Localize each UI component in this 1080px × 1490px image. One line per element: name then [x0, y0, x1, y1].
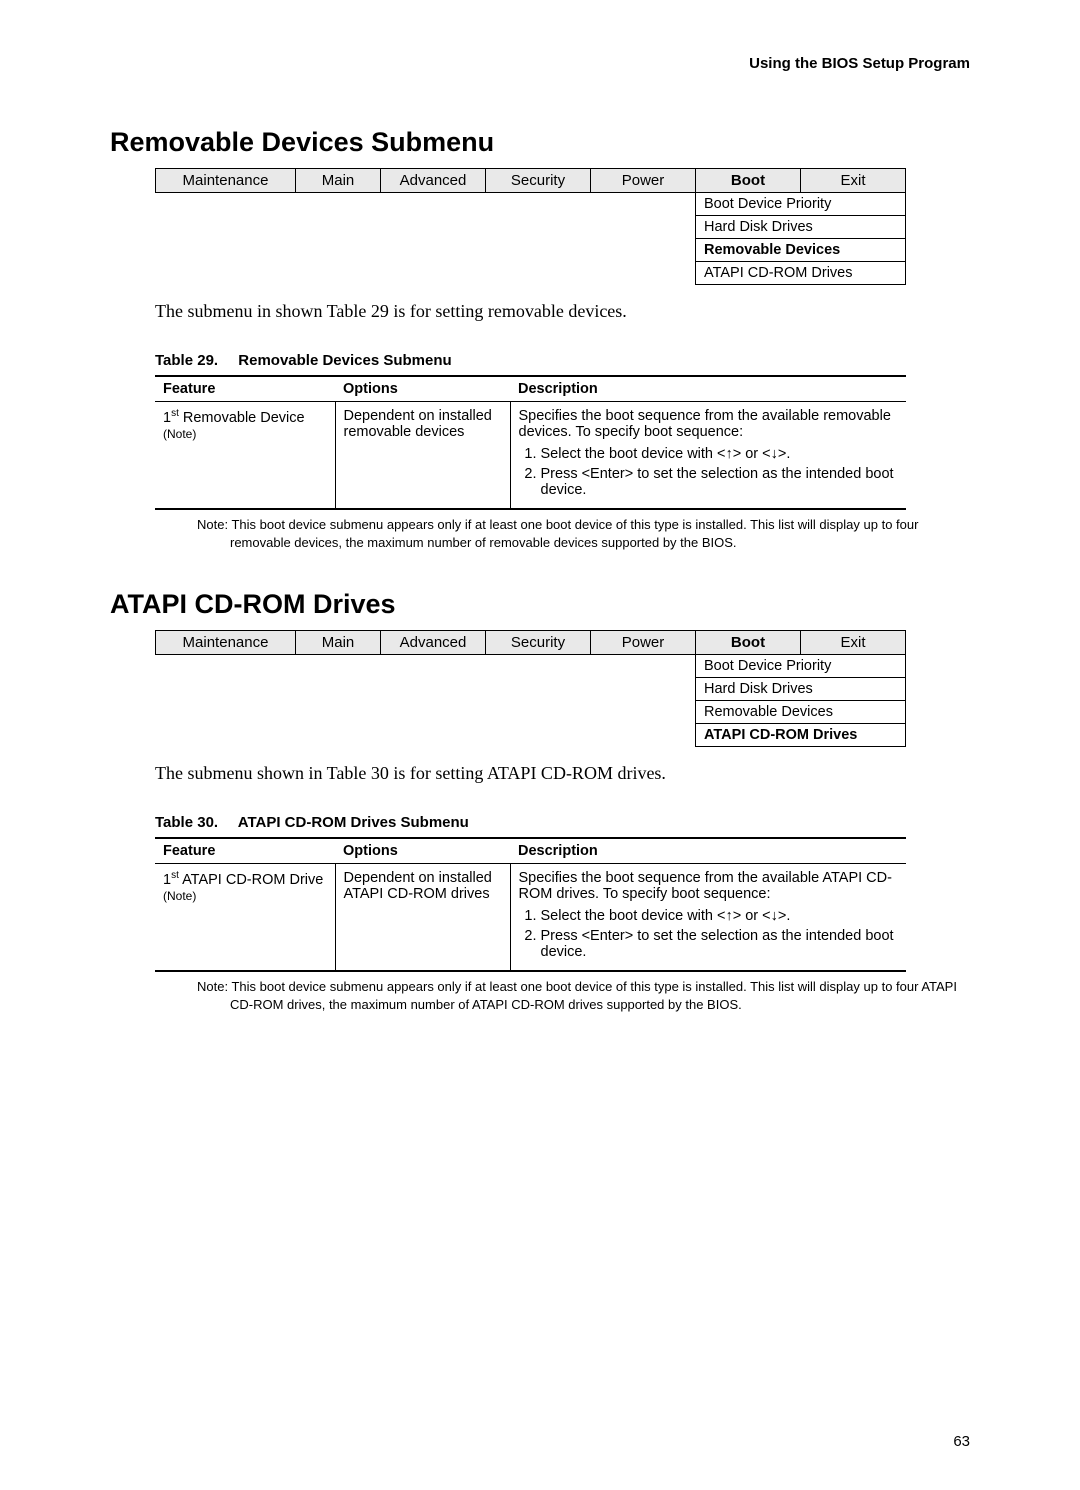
submenu2-item-boot-priority: Boot Device Priority — [696, 655, 906, 678]
nav2-tab-main: Main — [296, 631, 381, 655]
table29-feature-cell: 1st Removable Device (Note) — [155, 402, 335, 510]
submenu-item-removable: Removable Devices — [696, 239, 906, 262]
desc2-line: Specifies the boot sequence from the ava… — [519, 870, 892, 902]
submenu2-item-removable: Removable Devices — [696, 701, 906, 724]
table30-feature-cell: 1st ATAPI CD-ROM Drive (Note) — [155, 864, 335, 972]
desc2-step2: Press <Enter> to set the selection as th… — [541, 928, 899, 960]
nav-tab-advanced: Advanced — [381, 169, 486, 193]
table29-num: Table 29. — [155, 352, 218, 369]
submenu2-item-atapi: ATAPI CD-ROM Drives — [696, 724, 906, 747]
note2-label: Note: — [197, 979, 228, 994]
submenu-item-hdd: Hard Disk Drives — [696, 216, 906, 239]
running-head: Using the BIOS Setup Program — [110, 55, 970, 72]
section1-paragraph: The submenu in shown Table 29 is for set… — [155, 301, 970, 322]
table29-caption: Table 29. Removable Devices Submenu — [155, 352, 970, 369]
note-label: Note: — [197, 517, 228, 532]
table30: Feature Options Description 1st ATAPI CD… — [155, 837, 906, 972]
table29-desc-cell: Specifies the boot sequence from the ava… — [510, 402, 906, 510]
feature2-post: ATAPI CD-ROM Drive — [179, 872, 323, 888]
nav-tab-security: Security — [486, 169, 591, 193]
desc-step2: Press <Enter> to set the selection as th… — [541, 466, 899, 498]
desc2-step1: Select the boot device with <↑> or <↓>. — [541, 908, 899, 924]
submenu-item-atapi: ATAPI CD-ROM Drives — [696, 262, 906, 285]
nav-tabs-row2: Maintenance Main Advanced Security Power… — [156, 631, 906, 655]
note-text: This boot device submenu appears only if… — [230, 517, 918, 550]
section1-nav: Maintenance Main Advanced Security Power… — [155, 168, 906, 285]
nav2-tab-boot: Boot — [696, 631, 801, 655]
table30-col-description: Description — [510, 838, 906, 864]
nav2-tab-power: Power — [591, 631, 696, 655]
table29-col-description: Description — [510, 376, 906, 402]
table30-note: Note: This boot device submenu appears o… — [155, 978, 970, 1013]
section2-nav: Maintenance Main Advanced Security Power… — [155, 630, 906, 747]
desc-list: Select the boot device with <↑> or <↓>. … — [519, 446, 899, 498]
table30-desc-cell: Specifies the boot sequence from the ava… — [510, 864, 906, 972]
table29-options-cell: Dependent on installed removable devices — [335, 402, 510, 510]
submenu2-item-hdd: Hard Disk Drives — [696, 678, 906, 701]
nav-tab-exit: Exit — [801, 169, 906, 193]
nav-tabs-row: Maintenance Main Advanced Security Power… — [156, 169, 906, 193]
nav-tab-power: Power — [591, 169, 696, 193]
feature-pre: 1 — [163, 410, 171, 426]
nav2-tab-advanced: Advanced — [381, 631, 486, 655]
table29-col-feature: Feature — [155, 376, 335, 402]
nav2-tab-exit: Exit — [801, 631, 906, 655]
nav-tab-main: Main — [296, 169, 381, 193]
desc-step1: Select the boot device with <↑> or <↓>. — [541, 446, 899, 462]
table30-title: ATAPI CD-ROM Drives Submenu — [238, 814, 469, 831]
feature-note: (Note) — [163, 427, 196, 441]
nav-tab-boot: Boot — [696, 169, 801, 193]
table29-note: Note: This boot device submenu appears o… — [155, 516, 970, 551]
submenu-item-boot-priority: Boot Device Priority — [696, 193, 906, 216]
feature2-note: (Note) — [163, 889, 196, 903]
section2-paragraph: The submenu shown in Table 30 is for set… — [155, 763, 970, 784]
table29-col-options: Options — [335, 376, 510, 402]
table30-caption: Table 30. ATAPI CD-ROM Drives Submenu — [155, 814, 970, 831]
desc-line: Specifies the boot sequence from the ava… — [519, 408, 891, 440]
table30-col-feature: Feature — [155, 838, 335, 864]
table30-num: Table 30. — [155, 814, 218, 831]
nav2-tab-security: Security — [486, 631, 591, 655]
table30-col-options: Options — [335, 838, 510, 864]
section1-title: Removable Devices Submenu — [110, 127, 970, 158]
feature-sup: st — [171, 408, 179, 419]
table30-options-cell: Dependent on installed ATAPI CD-ROM driv… — [335, 864, 510, 972]
feature-post: Removable Device — [179, 410, 305, 426]
feature2-sup: st — [171, 870, 179, 881]
nav2-tab-maintenance: Maintenance — [156, 631, 296, 655]
table29-title: Removable Devices Submenu — [238, 352, 451, 369]
page-number: 63 — [110, 1433, 970, 1450]
note2-text: This boot device submenu appears only if… — [230, 979, 957, 1012]
section2-title: ATAPI CD-ROM Drives — [110, 589, 970, 620]
nav-tab-maintenance: Maintenance — [156, 169, 296, 193]
feature2-pre: 1 — [163, 872, 171, 888]
desc2-list: Select the boot device with <↑> or <↓>. … — [519, 908, 899, 960]
table29: Feature Options Description 1st Removabl… — [155, 375, 906, 510]
